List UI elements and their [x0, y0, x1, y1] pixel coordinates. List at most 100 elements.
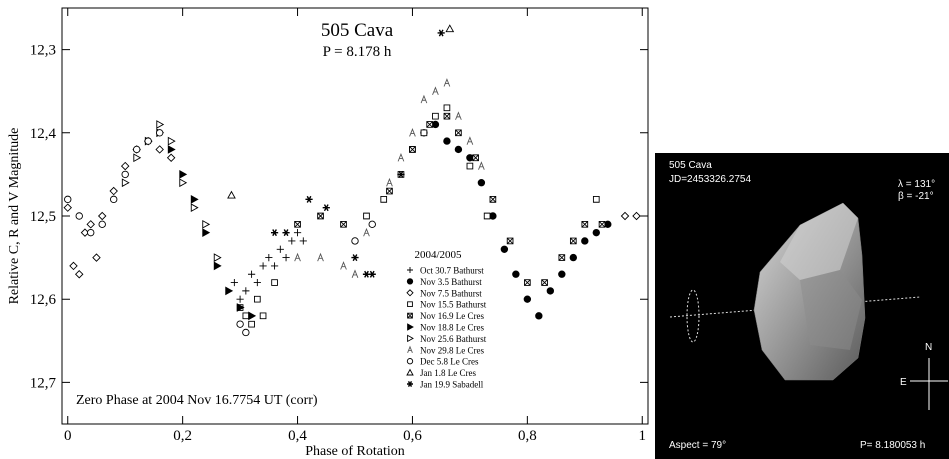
data-point	[236, 320, 244, 328]
data-point	[351, 254, 359, 262]
data-point	[294, 252, 301, 262]
data-point	[236, 303, 245, 312]
data-point	[380, 196, 388, 203]
data-point	[598, 220, 606, 228]
data-point	[317, 252, 324, 262]
data-point	[213, 253, 222, 262]
data-point	[110, 195, 118, 204]
data-point	[620, 211, 630, 221]
light-curve: 505 Cava P = 8.178 h Zero Phase at 2004 …	[7, 7, 649, 459]
data-point	[455, 129, 462, 137]
data-point	[443, 104, 451, 112]
data-point	[63, 203, 72, 212]
data-point	[445, 24, 455, 33]
data-point	[397, 170, 405, 178]
chart-title: 505 Cava	[321, 20, 394, 41]
data-point	[121, 178, 130, 188]
data-point	[288, 237, 296, 245]
data-point	[581, 237, 589, 245]
data-point	[489, 196, 497, 203]
data-point	[432, 112, 439, 120]
data-point	[156, 120, 165, 129]
x-tick-label: 1	[639, 428, 647, 444]
data-point	[569, 253, 578, 262]
data-point	[259, 262, 267, 270]
data-point	[213, 261, 222, 271]
data-point	[293, 229, 302, 237]
data-point	[166, 153, 176, 162]
data-point	[202, 219, 211, 229]
data-point	[247, 270, 256, 278]
legend-label: Nov 18.8 Le Cres	[420, 323, 484, 333]
data-point	[477, 179, 486, 187]
data-point	[276, 245, 284, 253]
legend-marker	[407, 381, 413, 387]
x-tick-label: 0,6	[403, 428, 422, 444]
data-point	[270, 229, 279, 237]
legend-marker	[407, 334, 414, 343]
data-point	[363, 212, 370, 220]
data-point	[569, 237, 577, 245]
data-point	[437, 29, 445, 37]
data-point	[190, 194, 199, 204]
data-point	[87, 228, 95, 237]
data-point	[592, 228, 600, 237]
legend-label: Nov 7.5 Bathurst	[420, 288, 482, 298]
data-point	[265, 254, 273, 262]
data-point	[443, 137, 451, 145]
y-tick-label: 12,6	[30, 292, 57, 308]
data-point	[236, 295, 244, 303]
compass-north: N	[925, 342, 932, 353]
legend-label: Nov 16.9 Le Cres	[420, 311, 484, 321]
data-point	[155, 145, 164, 154]
data-point	[466, 136, 474, 145]
legend-marker	[406, 278, 414, 285]
data-point	[92, 253, 101, 262]
data-point	[420, 94, 428, 104]
data-point	[86, 220, 95, 229]
data-point	[581, 220, 589, 228]
data-point	[443, 78, 451, 87]
compass-east: E	[900, 377, 907, 388]
data-point	[69, 261, 78, 271]
data-point	[75, 212, 83, 220]
data-point	[179, 178, 188, 188]
data-point	[478, 161, 485, 170]
data-point	[271, 279, 278, 286]
model-name: 505 Cava	[669, 160, 712, 171]
plot-frame	[61, 7, 649, 425]
data-point	[363, 227, 370, 237]
annotation: Zero Phase at 2004 Nov 16.7754 UT (corr)	[76, 393, 318, 408]
data-point	[190, 203, 199, 213]
data-point	[558, 254, 566, 261]
x-tick-label: 0	[64, 428, 72, 444]
data-point	[242, 328, 250, 337]
legend-label: Jan 1.8 Le Cres	[420, 368, 476, 378]
data-point	[253, 278, 261, 287]
x-axis-label: Phase of Rotation	[305, 444, 405, 459]
data-point	[248, 311, 257, 321]
model-lambda: λ = 131°	[898, 179, 935, 190]
legend-marker	[406, 289, 414, 297]
data-point	[322, 204, 330, 212]
data-point	[242, 287, 250, 295]
data-point	[254, 295, 261, 303]
data-point	[397, 152, 405, 162]
data-point	[121, 170, 129, 179]
data-point	[455, 111, 462, 120]
data-point	[632, 211, 641, 221]
legend-label: Nov 3.5 Bathurst	[420, 277, 482, 287]
data-point	[426, 121, 434, 128]
data-point	[64, 195, 72, 204]
data-point	[489, 212, 497, 220]
data-point	[179, 170, 188, 179]
legend-marker	[407, 345, 413, 353]
data-point	[604, 220, 612, 229]
data-point	[368, 220, 376, 229]
legend-label: Nov 25.6 Bathurst	[420, 334, 487, 344]
data-point	[512, 270, 520, 278]
data-point	[155, 129, 164, 137]
shape-facet	[780, 203, 858, 280]
data-point	[472, 154, 479, 162]
